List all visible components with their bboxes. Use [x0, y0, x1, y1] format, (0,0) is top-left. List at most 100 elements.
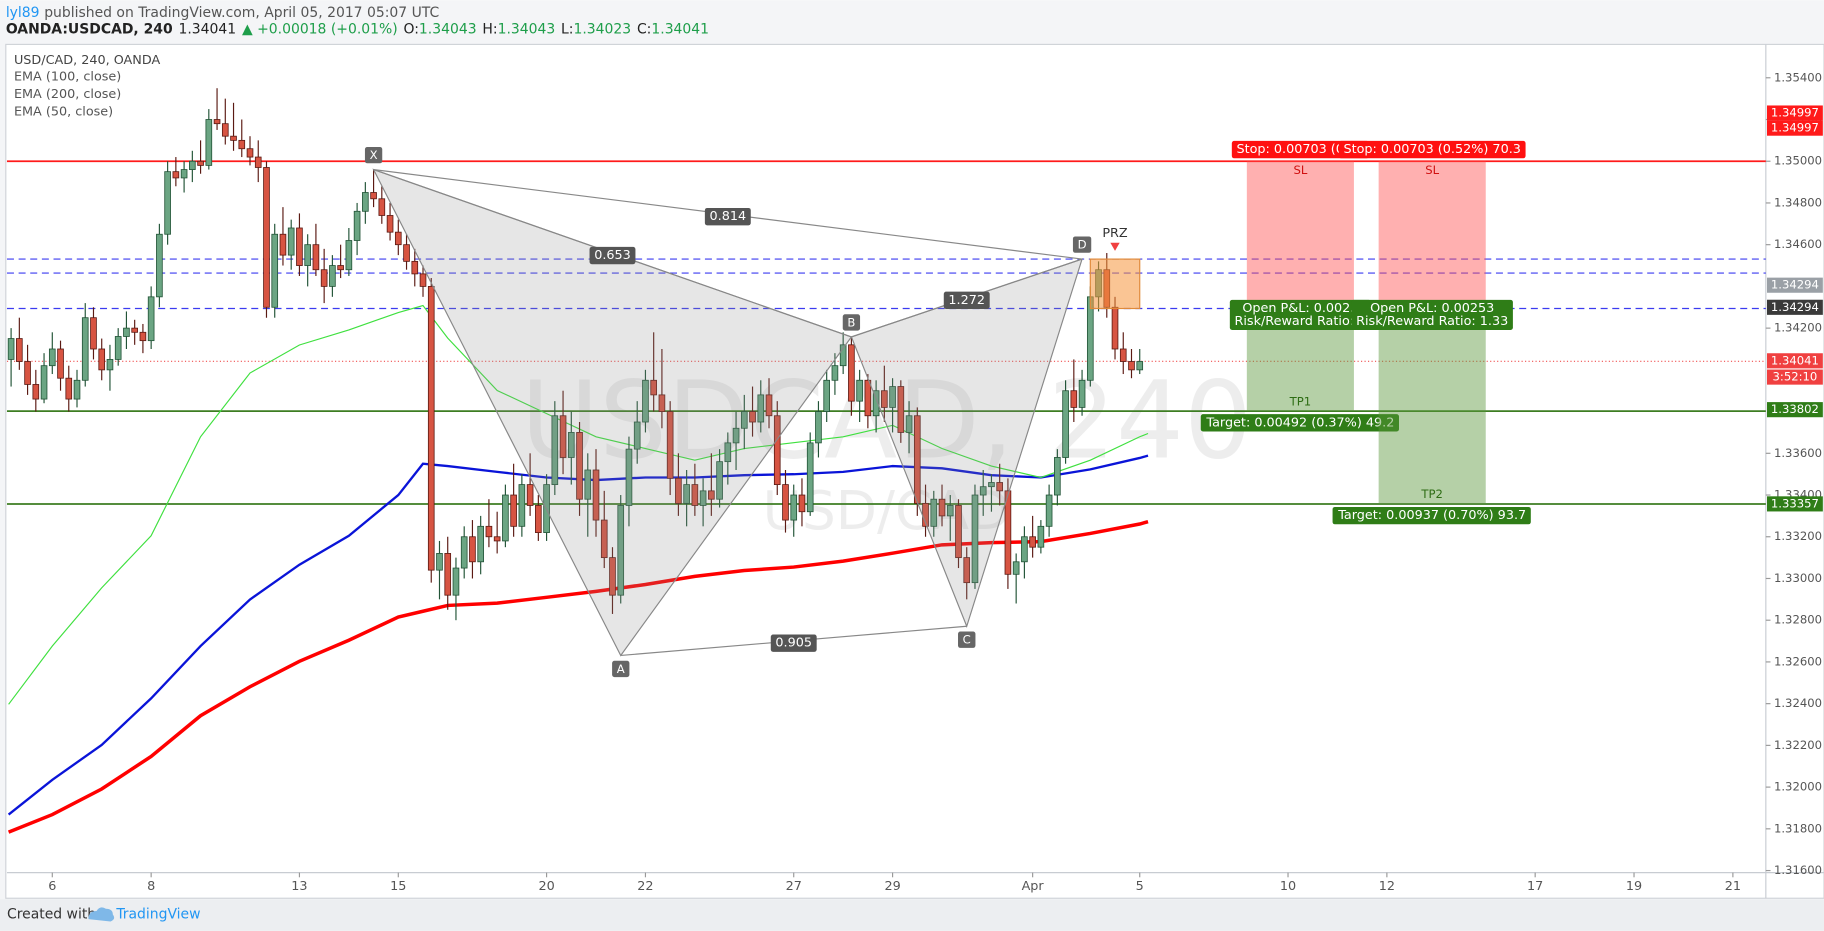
candle-body	[773, 415, 781, 486]
candle-body	[1029, 536, 1036, 548]
candle-body	[551, 415, 559, 486]
change: ▲ +0.00018 (+0.01%)	[242, 21, 398, 37]
candle-body	[1054, 457, 1061, 496]
x-tick-label: 20	[538, 879, 554, 894]
candle-body	[1128, 361, 1135, 371]
vertex-label-bg	[958, 631, 976, 648]
y-tick-label: 1.31800	[1774, 821, 1822, 835]
candle-body	[205, 119, 213, 166]
candle-body	[1070, 390, 1078, 408]
candle-body	[749, 411, 756, 423]
candle-body	[757, 394, 765, 423]
candle-body	[675, 477, 682, 504]
candle-body	[90, 317, 97, 350]
author[interactable]: lyl89	[6, 5, 40, 21]
stop-label: Stop: 0.00703 (0.52%) 70.3	[1343, 142, 1520, 157]
candle-body	[625, 448, 633, 506]
candle-body	[1004, 490, 1012, 575]
prz-label: PRZ	[1102, 226, 1128, 241]
price-label-bg	[1767, 277, 1823, 293]
ratio-label: 0.905	[775, 636, 812, 651]
candle-body	[32, 384, 40, 400]
candle-body	[337, 265, 344, 271]
last: 1.34041	[179, 21, 237, 37]
candle-body	[856, 379, 863, 402]
candle-body	[65, 377, 73, 400]
x-tick-label: Apr	[1022, 879, 1045, 894]
candle-body	[666, 411, 674, 479]
publish-line: lyl89 published on TradingView.com, April…	[6, 5, 439, 21]
logo	[88, 907, 115, 922]
price-label-bg	[1767, 496, 1823, 512]
price-label-bg	[1767, 353, 1823, 369]
candle-body	[782, 484, 789, 521]
y-tick-label: 1.32800	[1774, 613, 1822, 627]
x-tick-label: 29	[884, 879, 900, 894]
ratio-label: 0.653	[594, 248, 631, 263]
candle-body	[114, 336, 122, 360]
stop-label-bg	[1231, 140, 1369, 159]
candle-body	[798, 494, 806, 513]
ratio-label-bg	[943, 291, 990, 309]
ohlc-label: H:	[482, 21, 497, 37]
candle-body	[938, 498, 946, 517]
candle-body	[526, 484, 534, 506]
candle-body	[559, 415, 567, 458]
tp-label: TP1	[1289, 394, 1312, 408]
candle-body	[213, 119, 221, 125]
price-label: 3:52:10	[1773, 370, 1818, 384]
x-tick-label: 17	[1527, 879, 1543, 894]
y-tick-label: 1.33600	[1774, 446, 1822, 460]
y-tick-label: 1.35000	[1774, 154, 1822, 168]
candle-body	[1086, 296, 1094, 381]
candle-body	[279, 233, 287, 256]
candle-body	[493, 536, 501, 542]
candle-body	[164, 171, 171, 235]
candle-body	[197, 160, 204, 166]
candle-body	[320, 269, 328, 287]
candle-body	[24, 361, 31, 385]
price-label-bg	[1767, 369, 1823, 385]
candle-body	[304, 244, 311, 266]
candle-body	[1136, 361, 1144, 371]
x-tick-label: 8	[147, 879, 155, 894]
candle-body	[790, 494, 798, 521]
candle-body	[353, 210, 361, 241]
candle-body	[271, 233, 279, 308]
pnl-bg	[1351, 299, 1513, 330]
chart-title: USD/CAD, 240, OANDA	[14, 53, 161, 68]
candle-body	[600, 519, 608, 559]
candle-body	[815, 411, 822, 444]
footer-brand[interactable]: TradingView	[115, 907, 200, 923]
candle-body	[905, 415, 913, 433]
candle-body	[699, 490, 707, 506]
candle-body	[172, 171, 180, 179]
prz-arrow	[1110, 242, 1120, 251]
candle-body	[460, 536, 468, 569]
candle-body	[436, 553, 443, 571]
candle-body	[254, 156, 262, 168]
vertex-label-bg	[612, 660, 630, 678]
candle-body	[147, 296, 155, 342]
ohlc-value: 1.34041	[651, 21, 709, 37]
target-label-bg	[1200, 414, 1399, 432]
candle-body	[452, 567, 460, 596]
ratio-label-bg	[589, 246, 636, 265]
candle-body	[839, 344, 847, 367]
stop-label: Stop: 0.00703 (0.52	[1236, 142, 1364, 157]
candle-body	[567, 432, 575, 458]
candle-body	[765, 394, 773, 417]
candle-body	[806, 442, 814, 513]
candle-body	[221, 123, 229, 137]
x-tick-label: 19	[1626, 879, 1642, 894]
candle-body	[394, 231, 402, 246]
candle-body	[1062, 390, 1069, 458]
footer-bg	[0, 899, 1824, 931]
candle-body	[724, 442, 732, 463]
candle-body	[872, 390, 880, 417]
candle-body	[189, 160, 196, 170]
y-tick-label: 1.34800	[1774, 195, 1822, 209]
candle-body	[403, 244, 410, 262]
candle-body	[329, 265, 336, 287]
